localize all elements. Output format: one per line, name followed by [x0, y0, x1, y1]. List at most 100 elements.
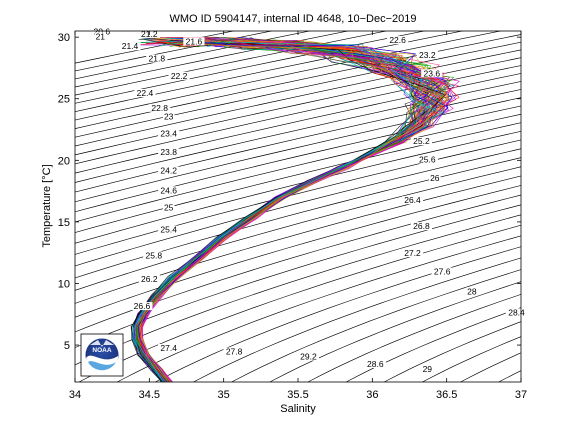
isopycnal-label-bg: [162, 112, 175, 121]
isopycnal-label-bg: [364, 360, 386, 368]
isopycnal-line: [383, 321, 521, 382]
isopycnal-label-bg: [466, 287, 478, 296]
isopycnal-label: 21.4: [122, 41, 139, 51]
isopycnal-label-bg: [119, 42, 141, 51]
isopycnal-label: 25.6: [419, 155, 436, 165]
isopycnal-label: 22.4: [137, 88, 154, 98]
y-tick-label: 15: [58, 217, 70, 229]
isopycnal-label: 26.4: [404, 195, 421, 205]
y-tick-label: 25: [58, 94, 70, 106]
isopycnal-contours: [75, 13, 576, 407]
isopycnal-line: [75, 31, 426, 104]
x-tick-label: 36: [366, 389, 378, 401]
float-profiles: [128, 36, 460, 382]
isopycnal-line: [75, 113, 521, 223]
isopycnal-line: [75, 31, 350, 88]
isopycnal-line: [75, 130, 521, 244]
x-axis-title: Salinity: [280, 403, 316, 415]
isopycnal-label-bg: [134, 89, 156, 97]
isopycnal-label-bg: [431, 267, 453, 276]
isopycnal-label: 28.4: [508, 307, 525, 317]
isopycnal-label: 29.2: [300, 352, 317, 362]
isopycnal-line: [75, 105, 521, 213]
isopycnal-label-bg: [158, 344, 180, 352]
isopycnal-label-bg: [138, 275, 160, 283]
isopycnal-line: [75, 139, 521, 255]
x-axis: 34 34.5 35 35.5 36 36.5 37: [69, 31, 527, 401]
x-tick-label: 35.5: [287, 389, 308, 401]
y-axis: 5 10 15 20 25 30: [58, 32, 521, 352]
isopycnal-label: 27.4: [160, 343, 177, 353]
isopycnal-line: [75, 34, 521, 129]
isopycnal-label-bg: [94, 32, 107, 41]
isopycnal-label: 27.8: [226, 347, 243, 357]
isopycnal-label-bg: [91, 27, 113, 36]
isopycnal-line: [75, 49, 521, 147]
isopycnal-line: [75, 175, 521, 304]
isopycnal-line: [75, 194, 521, 333]
noaa-logo-text: NOAA: [92, 347, 111, 354]
isopycnal-label-bg: [401, 196, 424, 205]
isopycnal-label-bg: [387, 36, 409, 45]
isopycnal-label: 23: [164, 111, 174, 121]
x-tick-label: 36.5: [436, 389, 457, 401]
isopycnal-label: 23.4: [160, 129, 177, 139]
isopycnal-label-bg: [297, 352, 319, 361]
float-profile-line: [135, 43, 434, 382]
isopycnal-line: [231, 269, 521, 382]
isopycnal-label: 24.2: [160, 166, 177, 176]
isopycnal-label-bg: [401, 249, 424, 258]
isopycnal-line: [192, 257, 521, 382]
isopycnal-label: 24.6: [160, 185, 177, 195]
isopycnal-label: 21: [96, 31, 106, 41]
isopycnal-label-bg: [146, 54, 168, 63]
y-tick-label: 20: [58, 155, 70, 167]
isopycnal-line: [533, 13, 576, 407]
isopycnal-line: [75, 73, 521, 174]
isopycnal-label: 25.4: [160, 225, 177, 235]
float-profile-line: [138, 37, 433, 382]
float-profile-line: [134, 39, 442, 382]
isopycnal-label: 23.2: [419, 50, 436, 60]
isopycnal-label-bg: [131, 302, 153, 311]
y-tick-label: 10: [58, 278, 70, 290]
isopycnal-line: [269, 281, 521, 382]
isopycnal-label-bg: [158, 148, 180, 157]
isopycnal-label: 22.6: [389, 35, 406, 45]
isopycnal-label: 27.6: [434, 267, 451, 277]
y-tick-label: 30: [58, 32, 70, 44]
plot-area: 20.621 21.221.4 21.621.822.222.422.622.823…: [74, 13, 576, 407]
isopycnal-label-bg: [505, 308, 528, 317]
isopycnal-line: [345, 307, 521, 382]
isopycnal-label-bg: [410, 222, 432, 231]
isopycnal-line: [75, 185, 521, 318]
isopycnal-line: [154, 246, 521, 382]
isopycnal-label: 28: [467, 286, 477, 296]
isopycnal-line: [116, 235, 521, 382]
isopycnal-label-bg: [410, 137, 432, 146]
isopycnal-line: [75, 41, 521, 138]
isopycnal-line: [75, 157, 521, 279]
isopycnal-label: 21.6: [186, 36, 203, 46]
isopycnal-label: 25.2: [413, 136, 430, 146]
isopycnal-label-bg: [158, 186, 180, 195]
isopycnal-line: [75, 148, 521, 267]
isopycnal-label: 28.6: [367, 359, 384, 369]
isopycnal-label-bg: [158, 129, 180, 138]
isopycnal-line: [421, 336, 521, 382]
isopycnal-label-bg: [223, 347, 245, 356]
float-profile-line: [139, 42, 449, 382]
isopycnal-label: 22.8: [151, 103, 168, 113]
isopycnal-label-bg: [168, 71, 190, 80]
isopycnal-line: [75, 214, 521, 366]
isopycnal-line: [75, 122, 521, 233]
isopycnal-label: 29: [423, 364, 433, 374]
y-axis-title: Temperature [°C]: [41, 164, 53, 247]
isopycnal-label: 25: [164, 203, 174, 213]
isopycnal-label: 21.8: [149, 54, 166, 64]
isopycnal-line: [75, 31, 503, 121]
isopycnal-line: [307, 294, 521, 382]
isopycnal-label: 22.2: [171, 71, 188, 81]
noaa-logo: NOAA: [80, 333, 124, 377]
